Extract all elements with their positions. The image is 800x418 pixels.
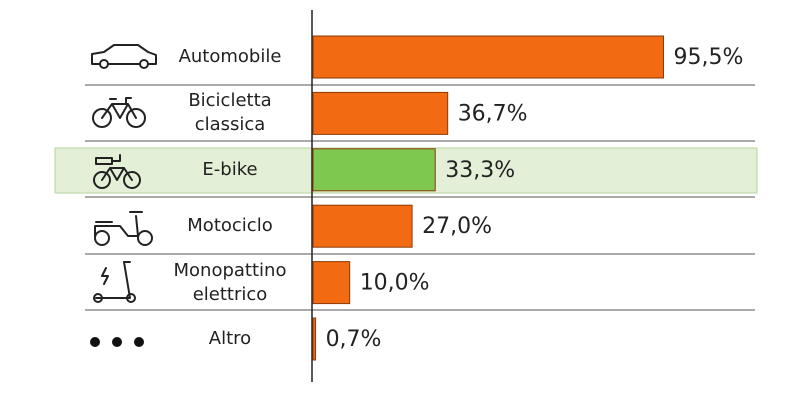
bar — [312, 317, 317, 361]
value-label: 36,7% — [458, 101, 528, 126]
bar — [312, 35, 664, 79]
bar — [312, 91, 449, 135]
value-label: 33,3% — [445, 158, 515, 183]
value-label: 95,5% — [673, 45, 743, 70]
category-label: Bicicletta classica — [188, 90, 272, 136]
icon-dots — [90, 337, 144, 347]
category-label: Monopattino elettrico — [173, 259, 287, 305]
bar — [312, 148, 436, 192]
value-label: 0,7% — [326, 327, 382, 352]
bar — [312, 261, 351, 305]
bar — [312, 204, 413, 248]
icon-scooter — [94, 211, 153, 246]
category-label: Motociclo — [187, 215, 273, 237]
value-label: 27,0% — [422, 214, 492, 239]
icon-ebike — [93, 154, 141, 189]
icon-car — [91, 44, 157, 69]
category-label: Altro — [208, 328, 252, 349]
value-label: 10,0% — [360, 271, 430, 296]
category-label: Automobile — [178, 46, 282, 67]
icon-kickscooter — [93, 261, 136, 303]
category-label: E-bike — [202, 158, 258, 180]
icon-bike — [92, 97, 146, 128]
row-separators — [85, 84, 755, 311]
